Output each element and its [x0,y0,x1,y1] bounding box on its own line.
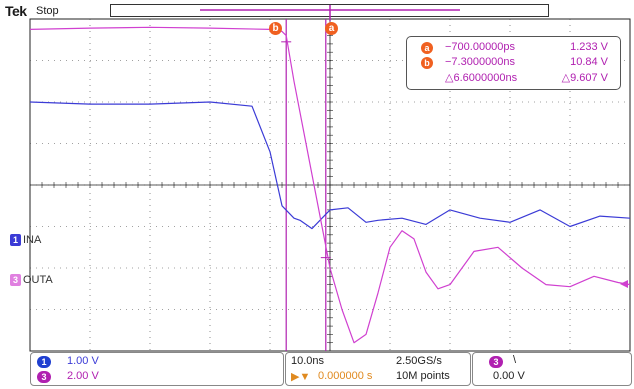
cursor-readout-panel: a −700.00000ps 1.233 V b −7.3000000ns 10… [406,36,621,90]
ch1-scale: 1.00 V [67,355,99,367]
ch3-scale: 2.00 V [67,370,99,382]
cursor-b-badge: b [421,57,433,69]
ch1-ground-marker[interactable]: 1 [10,234,21,246]
cursor-b-marker[interactable]: b [269,22,282,35]
cursor-a-time: −700.00000ps [445,41,516,53]
horizontal-delay: 0.000000 s [318,370,373,382]
cursor-a-value: 1.233 V [570,41,608,53]
delay-icon: ▶▼ [291,371,311,383]
ch1-badge: 1 [37,356,51,368]
trigger-box[interactable]: 3 \ 0.00 V [472,352,632,386]
acquisition-state: Stop [36,5,59,17]
bottom-status-bar: 1 1.00 V 3 2.00 V 10.0ns 2.50GS/s ▶▼ 0.0… [0,352,634,389]
ch3-badge: 3 [37,371,51,383]
trigger-slope-icon: \ [513,354,517,366]
record-length: 10M points [396,370,450,382]
ch3-ground-marker[interactable]: 3 [10,274,21,286]
vertical-scale-box[interactable]: 1 1.00 V 3 2.00 V [30,352,284,386]
time-per-div: 10.0ns [291,355,325,367]
sample-rate: 2.50GS/s [396,355,442,367]
waveform-ina [29,101,631,230]
cursor-delta-value: △9.607 V [561,72,608,84]
cursor-a-badge: a [421,42,433,54]
trigger-level: 0.00 V [493,370,525,382]
cursor-b-value: 10.84 V [570,56,608,68]
cursor-b-time: −7.3000000ns [445,56,516,68]
trigger-source-badge: 3 [489,356,503,368]
cursor-delta-time: △6.6000000ns [445,72,518,84]
cursor-a-marker[interactable]: a [325,22,338,35]
cursor-a-row: a −700.00000ps 1.233 V [407,41,620,56]
brand-logo: Tek [5,3,27,19]
ch1-label: INA [23,234,42,246]
timebase-box[interactable]: 10.0ns 2.50GS/s ▶▼ 0.000000 s 10M points [285,352,471,386]
ch3-label: OUTA [23,274,53,286]
cursor-delta-row: △6.6000000ns △9.607 V [407,71,620,86]
cursor-b-row: b −7.3000000ns 10.84 V [407,56,620,71]
trigger-level-arrow [620,280,628,288]
